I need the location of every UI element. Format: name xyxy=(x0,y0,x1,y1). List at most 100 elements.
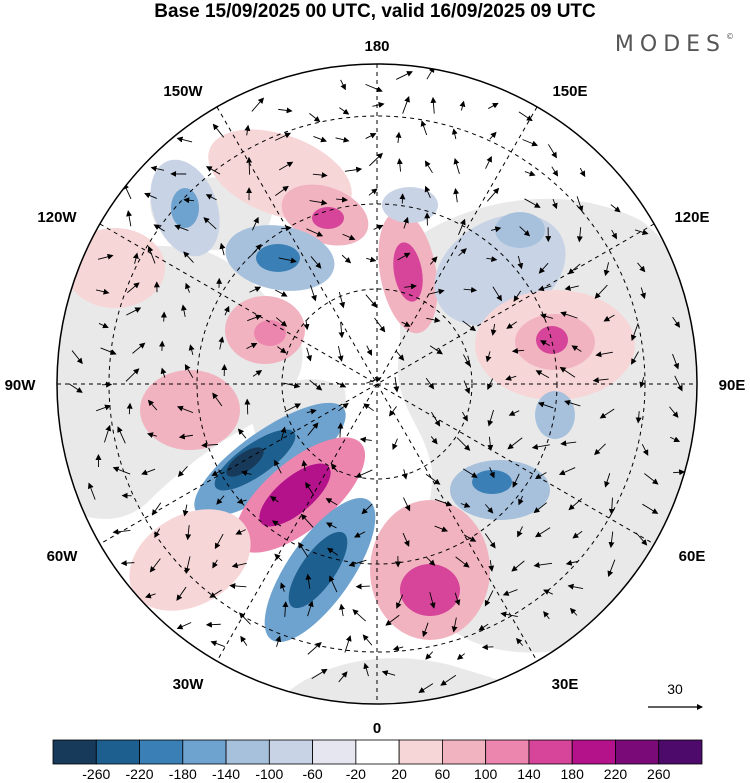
map-title: Base 15/09/2025 00 UTC, valid 16/09/2025… xyxy=(154,1,596,22)
wind-vector xyxy=(568,498,583,511)
wind-vector xyxy=(112,466,131,475)
wind-vector xyxy=(362,634,373,646)
wind-vector xyxy=(533,502,547,514)
wind-vector xyxy=(311,668,328,679)
wind-vector xyxy=(183,197,194,204)
wind-vector xyxy=(151,502,162,516)
wind-vector xyxy=(270,496,279,503)
wind-vector xyxy=(460,502,471,508)
wind-vector xyxy=(429,592,436,609)
wind-vector xyxy=(329,575,338,593)
colorbar-swatch xyxy=(182,739,227,765)
wind-vector xyxy=(637,262,646,273)
wind-vector xyxy=(641,443,649,456)
wind-vector xyxy=(305,481,315,496)
lon-label-0: 0 xyxy=(373,720,381,737)
wind-vector xyxy=(205,621,221,628)
lon-label-30e: 30E xyxy=(552,676,579,693)
colorbar-tick-label: -140 xyxy=(212,766,240,782)
wind-vector xyxy=(235,529,246,535)
wind-vector xyxy=(461,411,468,422)
wind-vector xyxy=(458,218,466,235)
wind-vector xyxy=(120,560,135,567)
wind-vector xyxy=(184,556,191,574)
wind-vector xyxy=(517,526,523,538)
wind-vector xyxy=(280,582,286,592)
wind-vector xyxy=(284,403,302,413)
wind-vector xyxy=(310,256,322,269)
wind-vector xyxy=(325,522,337,529)
wind-vector xyxy=(239,612,251,625)
wind-vector xyxy=(252,216,259,231)
wind-vector xyxy=(431,411,441,427)
wind-vector xyxy=(337,422,344,438)
wind-vector xyxy=(608,497,615,515)
anomaly-pos-11 xyxy=(536,326,568,354)
wind-vector xyxy=(71,350,83,365)
wind-vector xyxy=(251,97,265,112)
wind-vector xyxy=(246,342,258,350)
wind-vector xyxy=(594,443,606,456)
wind-vector xyxy=(182,504,189,517)
wind-vector xyxy=(306,228,324,237)
wind-vector xyxy=(275,185,289,196)
wind-vector xyxy=(538,262,549,274)
wind-vector xyxy=(403,216,409,229)
wind-vector xyxy=(513,290,522,302)
wind-vector xyxy=(305,573,312,589)
colorbar-tick-label: 60 xyxy=(435,766,451,782)
wind-vector xyxy=(309,199,328,206)
wind-vector xyxy=(338,322,345,339)
wind-vector xyxy=(352,609,366,622)
wind-vector xyxy=(250,243,262,256)
wind-vector xyxy=(184,363,194,379)
anomaly-neg-13 xyxy=(472,470,512,494)
wind-vector xyxy=(310,285,317,302)
colorbar-swatch xyxy=(139,739,184,765)
anomaly-neg-2 xyxy=(171,188,199,228)
wind-vector xyxy=(366,256,377,263)
wind-vector xyxy=(430,436,438,445)
wind-vector xyxy=(511,560,525,572)
wind-vector xyxy=(535,370,550,379)
wind-vector xyxy=(453,158,460,174)
wind-vector xyxy=(672,353,680,370)
wind-vector xyxy=(569,607,578,616)
wind-vector xyxy=(335,136,350,143)
wind-vector xyxy=(396,594,404,609)
wind-vector xyxy=(543,589,553,595)
wind-vector xyxy=(277,346,287,354)
wind-vector xyxy=(240,635,248,646)
wind-vector xyxy=(456,653,465,660)
wind-vector xyxy=(149,558,161,573)
wind-vector xyxy=(489,131,497,140)
wind-vector xyxy=(564,284,579,291)
wind-vector xyxy=(434,498,453,507)
wind-vector xyxy=(422,622,429,638)
anomaly-shading xyxy=(65,129,635,643)
wind-vector xyxy=(126,307,142,316)
wind-vector xyxy=(252,370,263,377)
colorbar-swatch xyxy=(312,739,357,765)
lon-label-120w: 120W xyxy=(37,209,77,226)
wind-vector xyxy=(524,198,541,208)
wind-vector xyxy=(336,196,349,203)
wind-vector xyxy=(551,198,558,210)
colorbar: -260 -220 -180 -140 -100 -60 -20 20 60 100 140 180 2… xyxy=(52,739,703,782)
wind-vector xyxy=(338,402,349,412)
wind-vector xyxy=(610,204,621,213)
wind-vector xyxy=(366,376,382,384)
wind-vector xyxy=(178,433,193,440)
wind-vector xyxy=(512,473,520,488)
wind-vector xyxy=(68,383,83,393)
wind-vector xyxy=(673,469,686,476)
anomaly-neg-9 xyxy=(226,447,264,477)
wind-vector xyxy=(385,614,400,626)
wind-vector xyxy=(401,321,411,327)
wind-vector xyxy=(246,156,253,175)
wind-vector xyxy=(141,468,156,476)
wind-vector xyxy=(454,592,461,606)
wind-vector xyxy=(492,286,502,302)
wind-vector xyxy=(132,252,139,264)
